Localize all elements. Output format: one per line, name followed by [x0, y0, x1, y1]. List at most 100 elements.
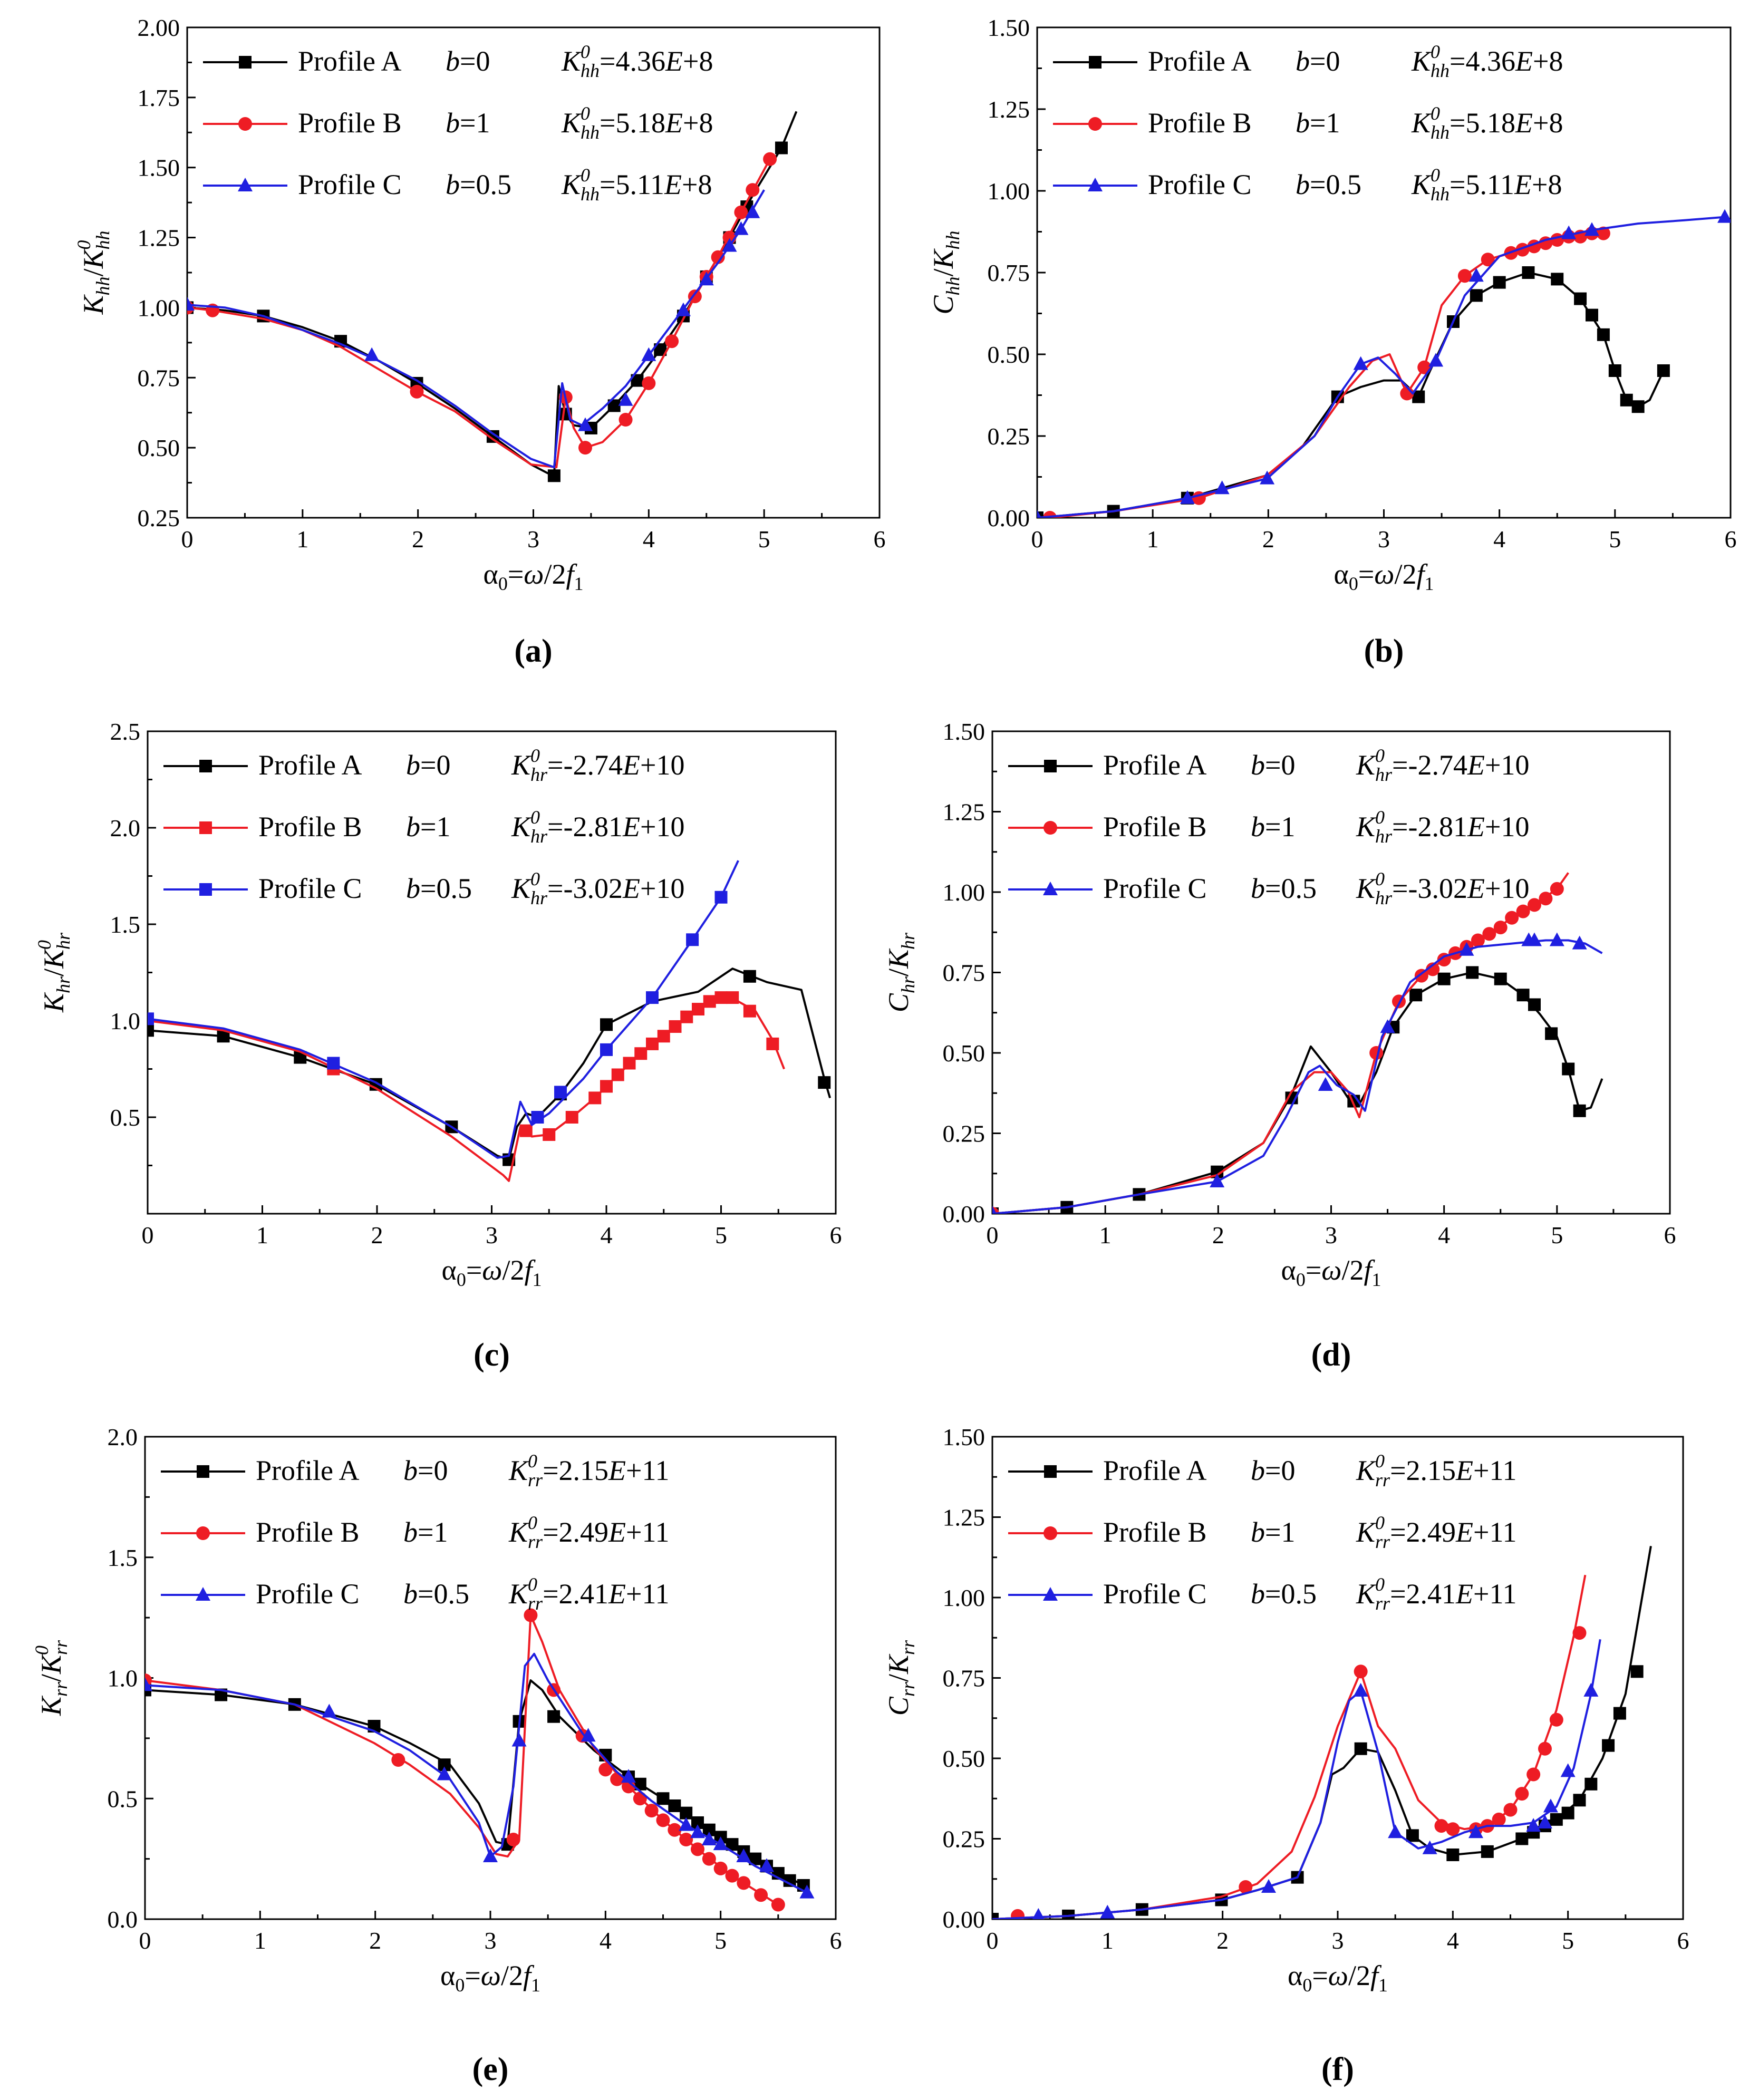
data-point: [327, 1057, 340, 1070]
data-point: [1562, 1062, 1575, 1076]
data-point: [1573, 1104, 1586, 1117]
legend-profile-label: Profile C: [1103, 873, 1207, 904]
data-point: [743, 1004, 756, 1018]
y-tick-label: 1.75: [138, 84, 180, 111]
legend-profile-label: Profile C: [298, 169, 402, 200]
x-tick-label: 3: [1378, 526, 1390, 553]
data-point: [1631, 400, 1645, 413]
series-group: [1037, 209, 1731, 518]
data-point: [992, 1913, 999, 1919]
x-tick-label: 5: [714, 1927, 727, 1954]
legend-profile-label: Profile B: [256, 1516, 360, 1548]
data-point: [1100, 1904, 1115, 1919]
y-tick-label: 0.25: [988, 423, 1030, 450]
legend-k-label: K0 hh=5.18E+8: [561, 103, 713, 143]
chart-panel-f: 0 1 2 3 4 5 6 0.00 0.25 0.50 0.75 1.00 1.25 1.50 α0=ω/…: [883, 1424, 1689, 2087]
y-axis-label: Krr/K0rr: [31, 1640, 71, 1716]
x-tick-label: 5: [1609, 526, 1621, 553]
legend-b-label: b=0.5: [403, 1578, 469, 1610]
x-tick-label: 2: [369, 1927, 381, 1954]
x-tick-label: 4: [1438, 1222, 1450, 1249]
legend-marker: [197, 1465, 209, 1478]
data-point: [1583, 1682, 1599, 1697]
chart-panel-b: 0 1 2 3 4 5 6 0.00 0.25 0.50 0.75 1.00 1.25 1.50 α0=ω/…: [927, 14, 1737, 669]
y-tick-label: 0.00: [943, 1201, 985, 1227]
legend-profile-label: Profile C: [258, 873, 362, 904]
y-tick-label: 1.50: [943, 1424, 985, 1450]
y-tick-label: 1.00: [943, 879, 985, 906]
data-point: [818, 1076, 831, 1089]
legend-profile-label: Profile A: [1103, 749, 1207, 781]
series-group: [148, 860, 832, 1182]
data-point: [1620, 393, 1633, 407]
data-point: [657, 1030, 670, 1043]
data-point: [646, 1037, 659, 1050]
y-tick-label: 0.00: [943, 1906, 985, 1933]
data-point: [619, 413, 633, 427]
data-point: [646, 991, 659, 1004]
data-point: [1528, 998, 1541, 1011]
data-point: [1551, 273, 1564, 286]
x-tick-label: 5: [1551, 1222, 1563, 1249]
legend-k-label: K0 rr=2.41E+11: [1356, 1574, 1516, 1614]
series-line-2: [992, 1574, 1587, 1919]
data-point: [547, 469, 561, 482]
legend-b-label: b=1: [446, 107, 490, 139]
chart-panel-e: 0 1 2 3 4 5 6 0.0 0.5 1.0 1.5 2.0 α0=ω/2f1 Krr/K0rr Pr…: [31, 1424, 842, 2087]
data-point: [1494, 972, 1507, 985]
y-tick-label: 1.50: [138, 154, 180, 181]
data-point: [519, 1124, 533, 1137]
data-point: [145, 1677, 152, 1691]
y-tick-label: 0.75: [138, 364, 180, 391]
data-point: [763, 152, 777, 166]
data-point: [600, 1080, 613, 1093]
legend-b-label: b=0: [1251, 749, 1295, 781]
panel-caption: (f): [1321, 2051, 1354, 2087]
data-point: [1428, 353, 1444, 367]
data-point: [588, 1091, 602, 1105]
legend-b-label: b=0: [1296, 45, 1340, 77]
data-point: [1584, 1777, 1598, 1791]
legend-k-label: K0 rr=2.15E+11: [1356, 1450, 1516, 1491]
data-point: [799, 1884, 815, 1899]
legend-b-label: b=0: [1251, 1455, 1295, 1486]
x-tick-label: 1: [254, 1927, 266, 1954]
legend-marker: [199, 760, 212, 772]
data-point: [1515, 1832, 1529, 1845]
legend-marker: [1089, 56, 1101, 69]
x-tick-label: 2: [412, 526, 424, 553]
data-point: [610, 1772, 624, 1786]
x-tick-label: 2: [1216, 1927, 1229, 1954]
x-tick-label: 1: [296, 526, 308, 553]
data-point: [565, 1111, 578, 1124]
data-point: [726, 991, 739, 1004]
data-point: [1037, 510, 1042, 518]
data-point: [148, 1024, 154, 1037]
legend: Profile A b=0 K0 rr=2.15E+11 Profile B b=1 K0 r…: [1008, 1450, 1516, 1614]
x-tick-label: 6: [1725, 526, 1737, 553]
data-point: [1538, 1741, 1552, 1756]
legend-k-label: K0 hr=-2.81E+10: [511, 807, 684, 847]
data-point: [690, 1824, 705, 1838]
legend-k-label: K0 hh=5.18E+8: [1411, 103, 1563, 143]
legend-b-label: b=0.5: [1251, 873, 1317, 904]
legend-k-label: K0 rr=2.15E+11: [508, 1450, 669, 1491]
data-point: [531, 1111, 544, 1124]
legend-profile-label: Profile A: [258, 749, 362, 781]
data-point: [621, 1769, 636, 1783]
y-tick-label: 0.25: [943, 1120, 985, 1147]
data-point: [766, 1037, 779, 1050]
data-point: [1210, 1174, 1225, 1187]
legend-b-label: b=1: [1251, 1516, 1295, 1548]
legend: Profile A b=0 K0 rr=2.15E+11 Profile B b=1 K0 r…: [161, 1450, 669, 1614]
data-point: [1481, 253, 1495, 267]
x-tick-label: 4: [643, 526, 655, 553]
data-point: [1516, 904, 1530, 918]
legend: Profile A b=0 K0 hh=4.36E+8 Profile B b=1 K0 hh…: [1053, 41, 1563, 205]
data-point: [1573, 1794, 1586, 1807]
x-tick-label: 1: [256, 1222, 268, 1249]
panel-caption: (a): [514, 633, 552, 669]
data-point: [1505, 911, 1519, 925]
x-tick-label: 2: [1262, 526, 1274, 553]
x-axis-label: α0=ω/2f1: [440, 1960, 540, 1996]
